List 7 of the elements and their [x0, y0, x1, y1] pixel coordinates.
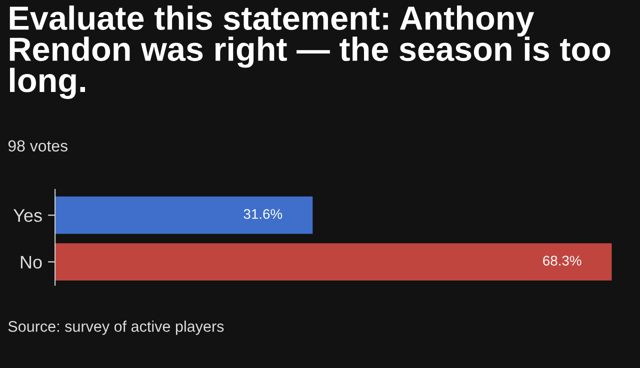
data-label: 68.3%	[543, 256, 582, 266]
source-note: Source: survey of active players	[8, 320, 224, 335]
chart-subtitle: 98 votes	[8, 140, 68, 152]
data-label: 31.6%	[244, 209, 282, 219]
chart-title: Evaluate this statement: Anthony Rendon was right — the season is too long.	[10, 6, 610, 100]
y-tick-label: No	[20, 256, 42, 269]
y-tick-label: Yes	[13, 209, 42, 222]
